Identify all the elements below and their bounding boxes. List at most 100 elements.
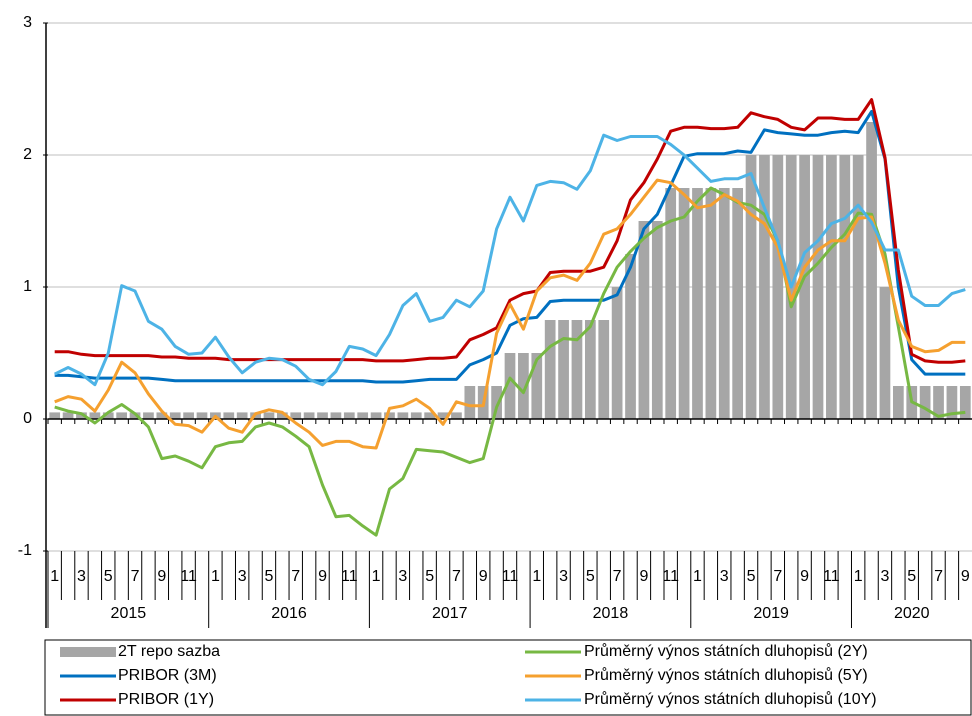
bar	[625, 254, 636, 419]
x-tick-label: 1	[50, 568, 59, 585]
year-label: 2019	[753, 605, 789, 622]
x-tick-label: 9	[639, 568, 648, 585]
bar	[745, 155, 757, 419]
bar	[143, 412, 154, 419]
x-tick-label: 5	[586, 568, 595, 585]
bar	[424, 412, 436, 419]
bar	[89, 412, 101, 419]
x-tick-label: 3	[77, 568, 86, 585]
bar	[223, 412, 235, 419]
x-tick-label: 11	[823, 568, 840, 585]
bar	[62, 412, 74, 419]
bar	[638, 221, 650, 419]
bar	[464, 386, 476, 419]
bar	[169, 412, 181, 419]
x-tick-label: 9	[157, 568, 166, 585]
bar	[370, 412, 382, 419]
x-tick-label: 1	[532, 568, 541, 585]
x-tick-label: 5	[104, 568, 113, 585]
legend-label: 2T repo sazba	[118, 643, 220, 660]
year-label: 2015	[111, 605, 147, 622]
x-tick-label: 11	[502, 568, 519, 585]
legend-label: Průměrný výnos státních dluhopisů (5Y)	[584, 666, 868, 684]
bar	[491, 386, 502, 419]
bar	[437, 412, 449, 419]
x-tick-label: 5	[907, 568, 916, 585]
bar	[397, 412, 409, 419]
bar	[558, 320, 569, 419]
bar	[571, 320, 583, 419]
x-tick-label: 5	[425, 568, 434, 585]
x-tick-label: 7	[613, 568, 622, 585]
year-label: 2020	[894, 605, 930, 622]
bar	[544, 320, 556, 419]
x-tick-label: 7	[934, 568, 943, 585]
x-tick-label: 11	[180, 568, 197, 585]
bar	[156, 412, 168, 419]
bar	[451, 412, 462, 419]
bar	[236, 412, 248, 419]
bar	[772, 155, 784, 419]
y-tick-label: 0	[23, 410, 32, 427]
x-tick-label: 1	[372, 568, 381, 585]
x-tick-label: 3	[398, 568, 407, 585]
line	[54, 186, 966, 537]
x-tick-label: 7	[773, 568, 782, 585]
bar	[692, 188, 703, 419]
bar	[732, 188, 744, 419]
bar	[102, 412, 114, 419]
bar	[598, 320, 610, 419]
bar	[317, 412, 328, 419]
legend-label: Průměrný výnos státních dluhopisů (10Y)	[584, 690, 877, 708]
x-tick-label: 1	[211, 568, 220, 585]
bar	[410, 412, 422, 419]
bar	[718, 188, 730, 419]
bar	[705, 188, 717, 419]
bar	[611, 287, 623, 419]
bar	[799, 155, 810, 419]
bar	[839, 155, 851, 419]
bar	[531, 353, 543, 419]
bar	[116, 412, 128, 419]
legend-label: PRIBOR (1Y)	[118, 691, 214, 708]
x-tick-label: 3	[881, 568, 890, 585]
line	[54, 178, 966, 450]
legend-label: Průměrný výnos státních dluhopisů (2Y)	[584, 642, 868, 660]
bar	[384, 412, 395, 419]
legend-box	[44, 639, 972, 716]
bar	[330, 412, 342, 419]
x-tick-label: 1	[693, 568, 702, 585]
bar	[357, 412, 369, 419]
x-tick-label: 9	[479, 568, 488, 585]
x-tick-label: 11	[341, 568, 358, 585]
year-label: 2017	[432, 605, 468, 622]
x-tick-label: 7	[291, 568, 300, 585]
x-tick-label: 1	[854, 568, 863, 585]
bar	[759, 155, 770, 419]
bar	[504, 353, 516, 419]
bar	[76, 412, 87, 419]
line	[54, 109, 966, 384]
x-tick-label: 9	[800, 568, 809, 585]
bar	[892, 386, 904, 419]
bar	[933, 386, 944, 419]
bar	[518, 353, 529, 419]
y-tick-label: 2	[23, 146, 32, 163]
bar	[183, 412, 194, 419]
y-tick-label: 3	[23, 14, 32, 31]
bar	[946, 386, 958, 419]
bar	[584, 320, 596, 419]
bar	[343, 412, 355, 419]
bar	[49, 412, 61, 419]
x-tick-label: 7	[131, 568, 140, 585]
y-tick-label: 1	[23, 278, 32, 295]
x-tick-label: 3	[559, 568, 568, 585]
bar	[290, 412, 302, 419]
line	[54, 133, 966, 387]
bar	[866, 122, 877, 419]
x-tick-label: 11	[662, 568, 679, 585]
x-tick-label: 9	[318, 568, 327, 585]
x-tick-label: 5	[265, 568, 274, 585]
bar	[812, 155, 824, 419]
